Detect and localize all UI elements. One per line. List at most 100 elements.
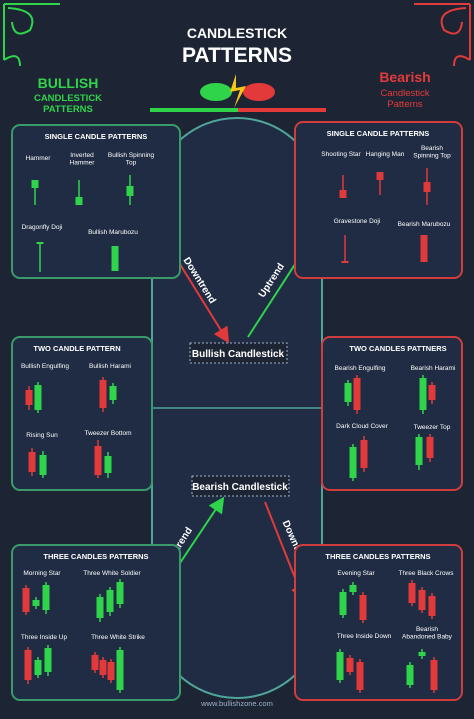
panel-frame (11, 124, 181, 279)
candle-body (34, 385, 42, 410)
panel: THREE CANDLES PATTERNS Morning Star Three … (11, 544, 181, 701)
pattern-label: Three White Strike (91, 634, 145, 641)
pattern-label: Evening Star (337, 570, 375, 577)
pattern-label: Bullish Marubozu (88, 229, 138, 236)
label-box (191, 475, 290, 497)
candle-body (376, 172, 384, 180)
bullish-title: BULLISH (38, 75, 99, 91)
candle-body (359, 595, 367, 620)
pattern-label: Bearish Spinning Top (413, 145, 451, 159)
candle-body (109, 386, 117, 400)
label-box (189, 342, 288, 364)
pattern-label: Bearish Abandoned Baby (402, 626, 453, 640)
candle-body (99, 380, 107, 408)
candle-body (423, 182, 431, 192)
candle-body (94, 446, 102, 475)
pattern-label: Dark Cloud Cover (336, 423, 388, 430)
candle-body (75, 197, 83, 205)
candle-body (32, 600, 40, 606)
candle-body (44, 648, 52, 672)
pattern-label: Morning Star (23, 570, 61, 577)
candle-body (22, 588, 30, 612)
bullish-subtitle: CANDLESTICK PATTERNS (34, 93, 102, 115)
pattern-label: Three Black Crows (399, 570, 455, 577)
pattern-label: Tweezer Bottom (85, 430, 132, 437)
title: PATTERNS (182, 44, 292, 67)
candle-body (418, 652, 426, 656)
candle-body (34, 660, 42, 675)
header-bar-green (150, 108, 238, 112)
candle-body (426, 437, 434, 458)
candle-body (126, 186, 134, 196)
panel-title: THREE CANDLES PATTERNS (325, 552, 430, 561)
candle-body (339, 190, 347, 198)
candle-body (418, 590, 426, 610)
candle-body (341, 261, 349, 263)
candle-body (428, 596, 436, 616)
panel-title: THREE CANDLES PATTERNS (43, 552, 148, 561)
candle-body (360, 440, 368, 468)
candle-body (344, 383, 352, 402)
candle-body (111, 246, 119, 271)
pattern-label: Tweezer Top (414, 424, 451, 431)
candle-body (408, 583, 416, 603)
candle-body (346, 658, 354, 672)
pattern-label: Dragonfly Doji (22, 224, 63, 231)
candle-body (116, 582, 124, 604)
pattern-label: Three White Soldier (83, 570, 141, 577)
candle-body (428, 385, 436, 400)
panel-frame (294, 121, 463, 279)
header-bar-red (238, 108, 326, 112)
candle-body (415, 437, 423, 465)
candle-body (91, 655, 99, 670)
candle-body (106, 590, 114, 612)
panel: SINGLE CANDLE PATTERNS Hammer Inverted Hamm… (11, 124, 181, 279)
panel: TWO CANDLE PATTERN Bullish Engulfing Bulli… (11, 336, 153, 491)
panel-title: TWO CANDLE PATTERN (33, 344, 120, 353)
candle-body (42, 585, 50, 610)
panel: TWO CANDLES PATTNERS Bearish Engulfing Bea… (321, 336, 463, 491)
panel: SINGLE CANDLE PATTERNS Shooting Star Hangi… (294, 121, 463, 279)
bearish-subtitle: Candlestick Patterns (380, 88, 429, 110)
candle-body (430, 660, 438, 690)
pattern-label: Shooting Star (321, 151, 361, 158)
candle-body (28, 452, 36, 472)
candle-body (356, 662, 364, 690)
panel-frame (11, 544, 181, 701)
pattern-label: Bullish Engulfing (21, 363, 69, 370)
candle-body (25, 390, 33, 405)
candle-body (39, 455, 47, 475)
panel-title: SINGLE CANDLE PATTERNS (45, 132, 148, 141)
pattern-label: Hammer (26, 155, 52, 162)
panel-title: SINGLE CANDLE PATTERNS (327, 129, 430, 138)
pattern-label: Bearish Marubozu (398, 221, 451, 228)
candle-body (104, 456, 112, 473)
pattern-label: Gravestone Doji (334, 218, 381, 225)
candle-body (419, 378, 427, 410)
box-label: Bullish Candlestick (192, 349, 285, 360)
candle-body (31, 180, 39, 188)
corner-ornaments (3, 3, 471, 67)
pattern-label: Rising Sun (26, 432, 58, 439)
candle-body (99, 660, 107, 675)
bull-bear-icon (200, 74, 275, 108)
candle-body (349, 585, 357, 592)
pattern-label: Bullish Spinning Top (108, 152, 155, 166)
candle-body (96, 597, 104, 618)
candle-body (353, 378, 361, 410)
panel-frame (321, 336, 463, 491)
title: CANDLESTICK (187, 25, 287, 41)
footer: www.bullishzone.com (200, 699, 273, 708)
pattern-label: Hanging Man (366, 151, 405, 158)
box-label: Bearish Candlestick (192, 482, 288, 493)
panel: THREE CANDLES PATTERNS Evening Star Three … (294, 544, 463, 701)
pattern-label: Inverted Hammer (70, 152, 96, 166)
candle-body (36, 242, 44, 244)
pattern-label: Three Inside Down (337, 633, 392, 640)
panel-title: TWO CANDLES PATTNERS (349, 344, 446, 353)
panel-frame (11, 336, 153, 491)
candle-body (339, 592, 347, 615)
candle-body (336, 652, 344, 680)
